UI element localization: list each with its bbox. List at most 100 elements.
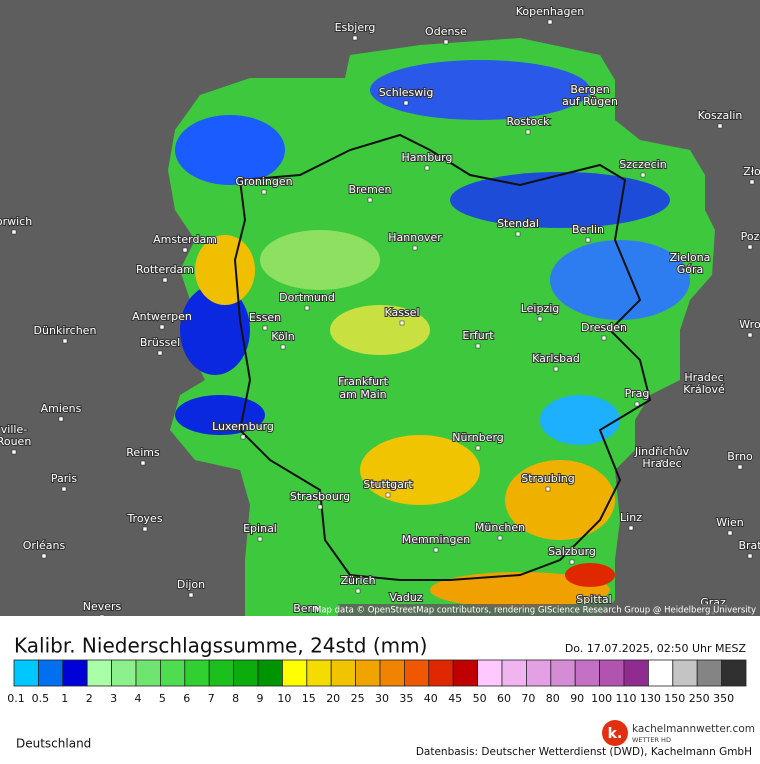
city-label: Frankfurt xyxy=(338,375,388,388)
city-label: Prag xyxy=(625,387,650,400)
city-label: Dijon xyxy=(177,578,205,591)
city-label: orwich xyxy=(0,215,32,228)
legend-label: 6 xyxy=(183,692,190,705)
country-border xyxy=(233,133,652,581)
legend-swatch xyxy=(135,659,161,687)
city-marker xyxy=(475,343,481,349)
legend-label: 3 xyxy=(110,692,117,705)
city-marker xyxy=(747,553,753,559)
precip-patch xyxy=(540,395,620,445)
city-label: Esbjerg xyxy=(335,21,376,34)
city-marker xyxy=(497,535,503,541)
legend-label: 25 xyxy=(351,692,365,705)
city-label: Hannover xyxy=(388,231,442,244)
city-label: Dünkirchen xyxy=(34,324,97,337)
city-marker xyxy=(304,305,310,311)
legend-swatch xyxy=(623,659,649,687)
legend-swatch xyxy=(257,659,283,687)
legend-swatch xyxy=(501,659,527,687)
legend-swatch xyxy=(574,659,601,687)
city-marker xyxy=(367,197,373,203)
legend-label: 45 xyxy=(448,692,462,705)
legend-label: 90 xyxy=(570,692,584,705)
legend-swatch xyxy=(403,659,430,687)
brand-sub: WETTER HD xyxy=(632,736,671,744)
legend-swatch xyxy=(184,659,210,687)
city-label: Brüssel xyxy=(140,336,180,349)
legend-label: 8 xyxy=(232,692,239,705)
legend-label: 30 xyxy=(375,692,389,705)
city-marker xyxy=(355,588,361,594)
city-marker xyxy=(640,172,646,178)
data-source: Datenbasis: Deutscher Wetterdienst (DWD)… xyxy=(416,746,752,758)
legend-label: 35 xyxy=(399,692,413,705)
legend-swatch xyxy=(672,659,698,687)
legend-label: 2 xyxy=(86,692,93,705)
timestamp: Do. 17.07.2025, 02:50 Uhr MESZ xyxy=(565,642,747,655)
city-marker xyxy=(687,265,693,271)
legend-swatch xyxy=(306,659,332,687)
logo-circle xyxy=(602,720,628,746)
city-marker xyxy=(475,445,481,451)
precip-patch xyxy=(505,460,615,540)
legend-label: 100 xyxy=(591,692,612,705)
legend-label: 80 xyxy=(546,692,560,705)
city-labels: Esbjerg Odense Kopenhagen Schleswig Bergenau… xyxy=(0,4,760,622)
legend-label: 0.5 xyxy=(32,692,50,705)
city-label: Rouen xyxy=(0,435,31,448)
precip-patch xyxy=(330,305,430,355)
city-marker xyxy=(385,492,391,498)
city-label: Hamburg xyxy=(402,151,453,164)
city-marker xyxy=(280,344,286,350)
city-label: Paris xyxy=(51,472,77,485)
city-label: Essen xyxy=(249,311,281,324)
legend-title: Kalibr. Niederschlagssumme, 24std (mm) xyxy=(14,634,427,658)
city-label: Koszalin xyxy=(698,109,743,122)
legend-label: 70 xyxy=(521,692,535,705)
city-marker xyxy=(443,39,449,45)
city-marker xyxy=(317,504,323,510)
legend-swatch xyxy=(330,659,357,687)
city-marker xyxy=(634,401,640,407)
legend-swatch xyxy=(281,659,308,687)
legend-label: 110 xyxy=(616,692,637,705)
city-label: Wro xyxy=(739,318,760,331)
precip-patch xyxy=(260,230,380,290)
legend-swatch xyxy=(452,659,479,687)
city-label: Erfurt xyxy=(462,329,494,342)
city-marker xyxy=(747,244,753,250)
legend-swatch xyxy=(86,659,112,687)
city-label: Reims xyxy=(126,446,160,459)
city-marker xyxy=(424,165,430,171)
city-label: auf Rügen xyxy=(562,95,618,108)
legend-swatch xyxy=(208,659,234,687)
city-label: Köln xyxy=(271,330,294,343)
city-label: Memmingen xyxy=(402,533,470,546)
city-marker xyxy=(587,97,593,103)
precip-patch xyxy=(175,115,285,185)
legend-swatch xyxy=(159,659,186,687)
city-label: Wien xyxy=(716,516,743,529)
city-marker xyxy=(58,416,64,422)
city-marker xyxy=(262,325,268,331)
city-marker xyxy=(433,547,439,553)
city-label: Rostock xyxy=(506,115,550,128)
city-marker xyxy=(701,385,707,391)
city-label: Bergen xyxy=(570,83,609,96)
city-label: München xyxy=(475,521,525,534)
city-marker xyxy=(61,486,67,492)
city-label: Strasbourg xyxy=(290,490,350,503)
legend-scale: 0.1 0.5 1 2 3 4 5 6 7 8 9 10 15 20 25 30 35 40 45 50 60 70 80 9… xyxy=(7,659,747,705)
legend-label: 20 xyxy=(326,692,340,705)
city-marker xyxy=(188,592,194,598)
city-marker xyxy=(545,486,551,492)
city-marker xyxy=(403,100,409,106)
legend-label: 350 xyxy=(713,692,734,705)
legend-label: 130 xyxy=(640,692,661,705)
legend-swatch xyxy=(526,659,552,687)
city-label: Karlsbad xyxy=(532,352,580,365)
city-label: Straubing xyxy=(521,472,575,485)
city-marker xyxy=(261,189,267,195)
legend-swatch xyxy=(13,659,39,687)
